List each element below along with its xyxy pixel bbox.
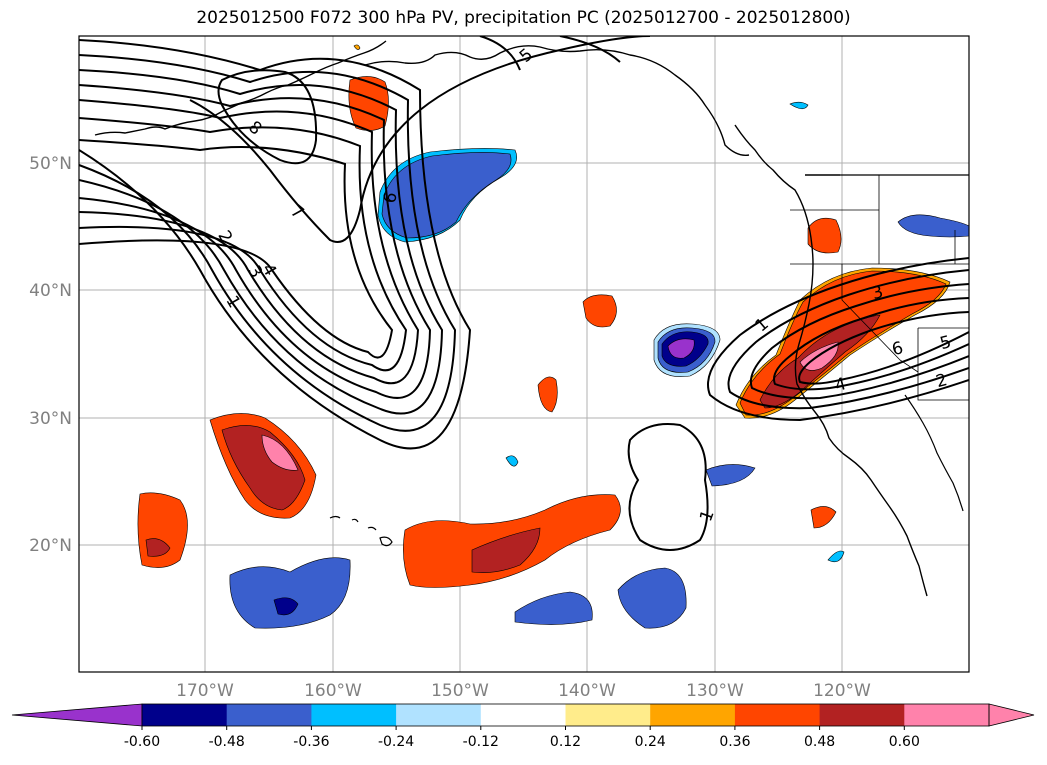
precip-blob-mid2 (537, 376, 558, 413)
lon-label: 130°W (686, 681, 744, 701)
hawaii-islands (329, 515, 393, 547)
pv-contour-closed-1 (627, 423, 709, 551)
contour-label: 6 (380, 191, 402, 205)
colorbar-segment (311, 704, 397, 726)
pv-contour-jet (707, 257, 969, 422)
precip-blob-farwest (137, 492, 188, 568)
precip-blob-mid1 (582, 294, 617, 328)
lat-label: 20°N (29, 536, 72, 556)
lat-label: 30°N (29, 409, 72, 429)
colorbar-tick-label: -0.36 (293, 734, 329, 750)
colorbar-segment (734, 704, 821, 726)
precip-blob-oregon (807, 217, 842, 254)
colorbar-segment (819, 704, 905, 726)
lon-label: 170°W (176, 681, 234, 701)
pv-contours (79, 36, 969, 551)
contour-label: 6 (890, 338, 906, 360)
colorbar-segment (226, 704, 312, 726)
colorbar-segment (565, 704, 651, 726)
colorbar-tick-label: -0.60 (124, 734, 160, 750)
contour-label: 4 (833, 374, 849, 396)
lon-label: 120°W (813, 681, 871, 701)
colorbar-tick-label: 0.12 (550, 734, 581, 750)
colorbar (11, 703, 1035, 727)
lon-label: 160°W (304, 681, 362, 701)
colorbar-tick-label: 0.24 (635, 734, 666, 750)
contour-label: 2 (934, 370, 950, 392)
lat-label: 50°N (29, 154, 72, 174)
latitude-labels: 50°N 40°N 30°N 20°N (29, 154, 72, 556)
lon-label: 140°W (558, 681, 616, 701)
lat-label: 40°N (29, 281, 72, 301)
precip-blob-sw-negative (229, 557, 351, 629)
map-title: 2025012500 F072 300 hPa PV, precipitatio… (196, 8, 851, 28)
lon-label: 150°W (431, 681, 489, 701)
colorbar-segment (142, 704, 228, 726)
colorbar-extend-high (988, 703, 1035, 727)
gridlines (79, 36, 969, 672)
map-frame (78, 35, 970, 673)
colorbar-tick-label: -0.12 (463, 734, 499, 750)
colorbar-tick-label: 0.36 (719, 734, 750, 750)
longitude-labels: 170°W 160°W 150°W 140°W 130°W 120°W (176, 681, 871, 701)
contour-label: 3 (870, 282, 886, 304)
contour-label: 5 (938, 332, 954, 354)
colorbar-segment (396, 704, 482, 726)
colorbar-ticks: -0.60 -0.48 -0.36 -0.24 -0.12 0.12 0.24 0.36 0.4… (124, 726, 920, 750)
colorbar-segment (904, 704, 990, 726)
colorbar-tick-label: -0.48 (209, 734, 245, 750)
colorbar-segment (480, 704, 566, 726)
precip-blob-montana (897, 214, 969, 238)
colorbar-extend-low (11, 703, 143, 727)
pv-contour-closed-8 (217, 69, 318, 165)
coastline-west-coast (734, 124, 928, 597)
colorbar-tick-label: 0.48 (804, 734, 835, 750)
colorbar-tick-label: -0.24 (378, 734, 414, 750)
colorbar-tick-label: 0.60 (889, 734, 920, 750)
colorbar-segment (650, 704, 736, 726)
contour-labels: 5 8 7 6 2 3 4 1 1 1 3 6 5 4 2 (213, 45, 953, 525)
